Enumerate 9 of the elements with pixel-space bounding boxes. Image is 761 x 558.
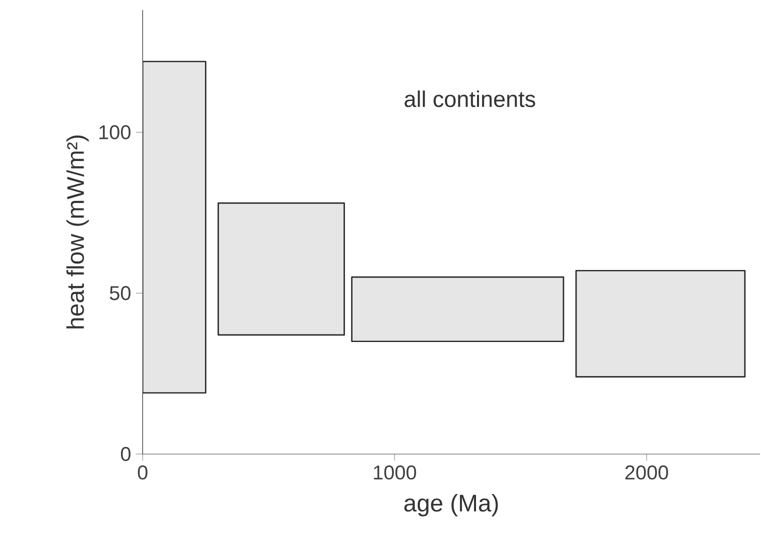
x-tick-label: 0 [138,465,148,480]
y-tick-label: 0 [120,446,130,462]
x-tick-label: 2000 [625,465,668,480]
y-tick-label: 100 [99,125,130,140]
y-tick-label: 50 [110,286,130,300]
y-axis-title: heat flow (mW/m²) [66,136,89,328]
x-tick-label: 1000 [374,465,416,480]
annotation: all continents [404,90,536,108]
x-axis-title: age (Ma) [404,494,498,516]
